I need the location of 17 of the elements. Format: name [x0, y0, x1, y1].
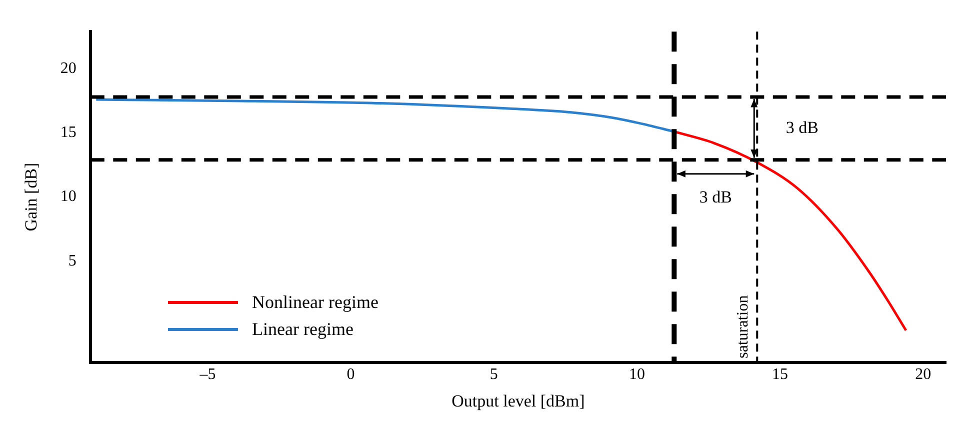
legend-label: Nonlinear regime: [252, 292, 378, 313]
y-tick-label: 20: [60, 60, 76, 77]
x-axis-title: Output level [dBm]: [452, 391, 585, 410]
x-tick-label: –5: [198, 366, 216, 384]
annotation: 3 dB: [786, 118, 818, 137]
x-tick-label: 15: [772, 366, 788, 384]
y-axis-title: Gain [dB]: [22, 162, 41, 232]
y-tick-label: 5: [68, 252, 76, 270]
annotation: 3 dB: [699, 187, 732, 206]
x-tick-label: 20: [915, 366, 932, 384]
y-tick-label: 15: [60, 124, 76, 142]
ref-line-label: saturation: [734, 295, 752, 358]
y-tick-label: 10: [60, 188, 76, 206]
x-tick-label: 10: [628, 366, 645, 384]
x-tick-label: 5: [490, 366, 498, 384]
legend-label: Linear regime: [252, 319, 354, 340]
x-tick-label: 0: [346, 366, 355, 384]
